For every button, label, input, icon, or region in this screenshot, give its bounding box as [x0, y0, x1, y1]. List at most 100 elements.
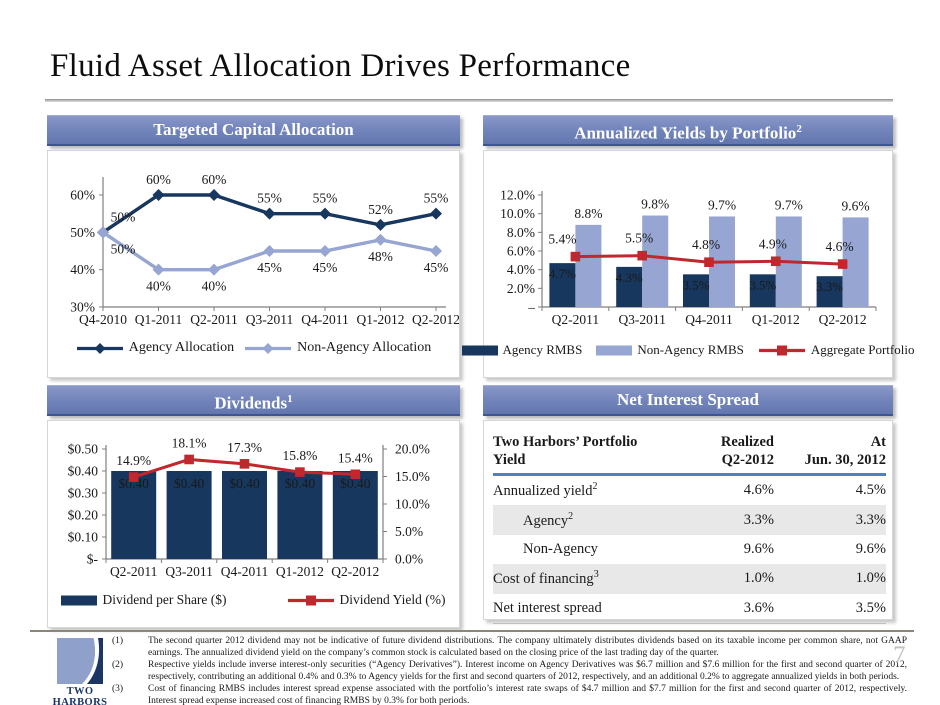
swatch-legend-marker-icon	[596, 345, 633, 355]
table-header-portfolio-yield: Two Harbors’ Portfolio Yield	[493, 433, 638, 468]
row-value: 4.5%	[855, 482, 886, 499]
allocation-chart-panel: 30% 40% 50% 60% Q4-2010 Q1-2011 Q2-2011 Q3-2011…	[47, 150, 460, 378]
row-value: 1.0%	[855, 570, 886, 587]
panel-header-dividends: Dividends1	[47, 385, 460, 416]
svg-text:45%: 45%	[313, 260, 338, 275]
table-row: Agency2 3.3% 3.3%	[493, 505, 886, 535]
svg-text:$0.20: $0.20	[68, 508, 99, 523]
svg-text:4.7%: 4.7%	[549, 266, 576, 281]
svg-text:Q2-2012: Q2-2012	[819, 312, 867, 327]
svg-text:4.0%: 4.0%	[507, 262, 535, 277]
svg-text:$-: $-	[87, 552, 99, 567]
row-label: Net interest spread	[493, 599, 602, 616]
row-value: 3.5%	[855, 599, 886, 616]
yields-legend: Agency RMBS Non-Agency RMBS Aggregate Port…	[461, 342, 914, 358]
footnote-ref: 2	[592, 481, 598, 493]
footnote-item: (3) Cost of financing RMBS includes inter…	[112, 683, 907, 705]
table-header-realized: Realized Q2-2012	[720, 433, 774, 468]
two-harbors-logo-icon	[57, 638, 103, 684]
footnote-item: (2) Respective yields include inverse int…	[112, 659, 907, 683]
svg-text:3.3%: 3.3%	[816, 279, 843, 294]
footnote-ref: 2	[568, 510, 574, 522]
svg-text:9.8%: 9.8%	[641, 197, 669, 212]
svg-text:60%: 60%	[146, 172, 171, 187]
svg-text:10.0%: 10.0%	[395, 497, 430, 512]
footnote-text: Respective yields include inverse intere…	[148, 660, 907, 683]
svg-text:60%: 60%	[70, 188, 95, 203]
legend-item: Non-Agency RMBS	[596, 342, 744, 358]
svg-text:Q4-2010: Q4-2010	[79, 312, 127, 327]
svg-text:55%: 55%	[313, 191, 338, 206]
legend-label: Dividend Yield (%)	[339, 592, 446, 607]
legend-item: Agency Allocation	[76, 340, 234, 356]
svg-text:Q3-2011: Q3-2011	[246, 312, 294, 327]
footnote-ref: 2	[796, 123, 802, 135]
svg-text:–: –	[527, 300, 535, 315]
svg-text:$0.10: $0.10	[68, 530, 99, 545]
panel-header-annualized-yields: Annualized Yields by Portfolio2	[483, 115, 893, 146]
svg-text:Q2-2011: Q2-2011	[190, 312, 238, 327]
panel-header-targeted-capital-allocation: Targeted Capital Allocation	[47, 115, 460, 146]
dividends-chart-panel: $- $0.10 $0.20 $0.30 $0.40 $0.50 0.0% 5.0% 10.0%…	[47, 420, 460, 628]
svg-text:0.0%: 0.0%	[395, 552, 423, 567]
svg-text:9.7%: 9.7%	[708, 197, 736, 212]
table-row: Non-Agency 9.6% 9.6%	[493, 535, 886, 564]
line-diamond-legend-marker-icon	[76, 342, 123, 354]
svg-text:$0.40: $0.40	[340, 476, 371, 491]
panel-header-label: Annualized Yields by Portfolio	[574, 123, 797, 143]
svg-text:14.9%: 14.9%	[116, 453, 151, 468]
legend-label: Non-Agency Allocation	[297, 340, 432, 355]
svg-text:20.0%: 20.0%	[395, 442, 430, 457]
legend-item: Agency RMBS	[461, 342, 583, 358]
svg-text:Q1-2012: Q1-2012	[276, 564, 324, 579]
legend-label: Dividend per Share ($)	[102, 592, 227, 607]
line-square-legend-marker-icon	[287, 595, 334, 605]
svg-text:$0.40: $0.40	[229, 476, 260, 491]
svg-text:Q4-2011: Q4-2011	[685, 312, 733, 327]
footnote-number: (2)	[112, 660, 124, 671]
swatch-legend-marker-icon	[61, 595, 98, 605]
footnote-number: (1)	[112, 636, 124, 646]
row-label: Annualized yield2	[493, 481, 598, 500]
legend-label: Agency Allocation	[128, 340, 235, 355]
footnote-ref: 3	[593, 569, 599, 581]
svg-text:45%: 45%	[257, 260, 282, 275]
footnote-item: (1) The second quarter 2012 dividend may …	[112, 635, 907, 659]
line-diamond-legend-marker-icon	[245, 342, 292, 354]
svg-text:Q2-2012: Q2-2012	[412, 312, 459, 327]
legend-label: Agency RMBS	[502, 342, 583, 357]
row-value: 3.3%	[855, 511, 886, 528]
svg-text:9.7%: 9.7%	[775, 197, 803, 212]
yields-chart-svg: – 2.0% 4.0% 6.0% 8.0% 10.0% 12.0% Q2-2011 Q3-201…	[500, 188, 877, 327]
svg-text:40%: 40%	[146, 279, 171, 294]
svg-text:40%: 40%	[202, 279, 227, 294]
dividends-chart-svg: $- $0.10 $0.20 $0.30 $0.40 $0.50 0.0% 5.0% 10.0%…	[68, 435, 430, 579]
row-value: 3.6%	[743, 599, 774, 616]
svg-text:50%: 50%	[111, 209, 136, 224]
yields-chart-panel: – 2.0% 4.0% 6.0% 8.0% 10.0% 12.0% Q2-2011 Q3-201…	[461, 150, 914, 378]
svg-text:5.0%: 5.0%	[395, 524, 423, 539]
allocation-legend: Agency Allocation Non-Agency Allocation	[48, 340, 459, 356]
svg-text:15.4%: 15.4%	[338, 450, 373, 465]
svg-text:5.5%: 5.5%	[625, 231, 653, 246]
allocation-chart: 30% 40% 50% 60% Q4-2010 Q1-2011 Q2-2011 Q3-2011…	[48, 151, 460, 336]
svg-text:55%: 55%	[424, 191, 449, 206]
row-value: 1.0%	[743, 570, 774, 587]
svg-text:8.0%: 8.0%	[507, 225, 535, 240]
dividends-legend: Dividend per Share ($) Dividend Yield (%)	[48, 592, 459, 608]
svg-text:Q4-2011: Q4-2011	[221, 564, 269, 579]
svg-text:48%: 48%	[368, 249, 393, 264]
svg-text:$0.30: $0.30	[68, 486, 99, 501]
footnotes: (1) The second quarter 2012 dividend may …	[112, 635, 907, 705]
svg-text:Q2-2011: Q2-2011	[552, 312, 600, 327]
legend-item: Non-Agency Allocation	[244, 340, 431, 356]
footer-divider	[30, 630, 914, 632]
svg-text:$0.40: $0.40	[285, 476, 316, 491]
svg-text:2.0%: 2.0%	[507, 281, 535, 296]
panel-header-net-interest-spread: Net Interest Spread	[483, 385, 893, 416]
svg-text:$0.40: $0.40	[68, 464, 99, 479]
company-logo: TWO HARBORS Investment Corp.	[44, 638, 116, 705]
footnote-number: (3)	[112, 684, 124, 695]
panel-header-label: Dividends	[214, 393, 288, 413]
